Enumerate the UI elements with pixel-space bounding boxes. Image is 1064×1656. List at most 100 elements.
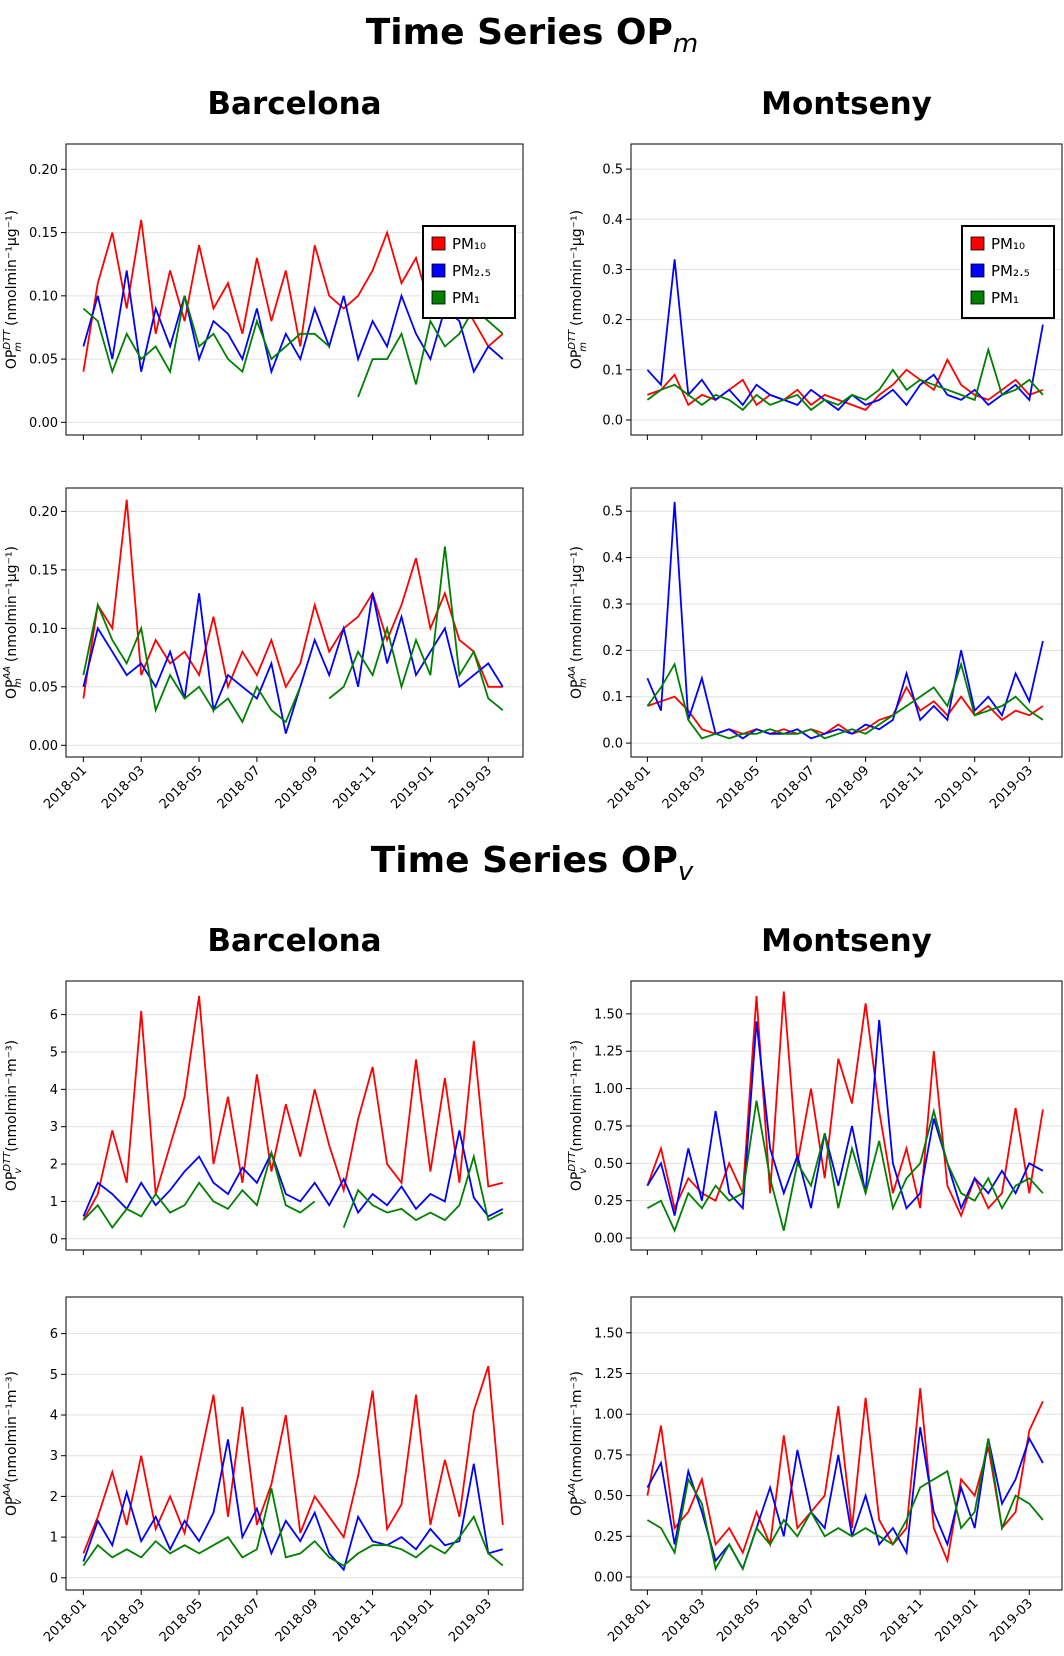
legend-swatch [431,236,446,251]
x-tick-label: 2018-05 [714,1596,763,1645]
x-tick-label: 2018-09 [273,763,322,812]
y-tick-label: 1.25 [594,1045,623,1060]
y-tick-label: 0.5 [602,163,623,178]
y-label-sup: DTT [567,329,578,350]
series-line [82,1130,504,1218]
y-tick-label: 2 [50,1490,58,1505]
y-tick-label: 0.3 [602,597,623,612]
x-tick-label: 2018-09 [823,1596,872,1645]
plot-frame [65,143,524,436]
series-line [646,1427,1044,1572]
y-tick-label: 0.00 [594,1570,623,1585]
y-tick-label: 0.20 [29,163,58,178]
y-axis-label: OPAAv (nmolmin⁻¹m⁻³) [567,1371,589,1516]
y-tick-label: 1 [50,1195,58,1210]
y-label-unit: (nmolmin⁻¹µg⁻¹) [4,546,20,662]
y-tick-label: 0 [50,1571,58,1586]
y-tick-label: 0.00 [594,1232,623,1247]
y-axis-label: OPDTTm (nmolmin⁻¹µg⁻¹) [2,210,24,369]
series-line [646,1100,1044,1233]
y-tick-label: 0.20 [29,505,58,520]
legend-swatch [970,236,985,251]
x-tick-label: 2019-01 [388,763,437,812]
x-tick-label: 2019-03 [987,763,1036,812]
panel-title: Montseny [761,86,932,122]
legend-label: PM₁₀ [991,235,1025,253]
y-label-sup: AA [2,666,13,681]
y-tick-label: 0.75 [594,1119,623,1134]
y-label-unit: (nmolmin⁻¹m⁻³) [569,1371,585,1483]
legend-label: PM₁ [452,289,480,307]
y-tick-label: 1 [50,1531,58,1546]
x-tick-label: 2019-03 [987,1596,1036,1645]
y-tick-label: 0.50 [594,1157,623,1172]
y-tick-label: 0 [50,1232,58,1247]
y-axis-label: OPAAm (nmolmin⁻¹µg⁻¹) [2,546,24,699]
panel-title: Barcelona [207,923,381,959]
series-line [646,1438,1044,1572]
y-tick-label: 0.2 [602,644,623,659]
y-tick-label: 1.00 [594,1408,623,1423]
section-title-sub: m [673,29,698,59]
y-tick-label: 0.05 [29,680,58,695]
y-label-sub: m [13,678,24,688]
x-tick-label: 2018-11 [330,1596,379,1645]
x-tick-label: 2019-03 [446,1596,495,1645]
y-tick-label: 0.25 [594,1194,623,1209]
x-tick-label: 2018-01 [605,763,654,812]
y-label-sup: DTT [2,1151,13,1172]
x-tick-label: 2018-11 [878,1596,927,1645]
y-label-sub: m [578,342,589,352]
y-tick-label: 1.25 [594,1367,623,1382]
y-label-main: OP [569,1172,585,1191]
y-axis-label: OPDTTv (nmolmin⁻¹m⁻³) [567,1040,589,1191]
plot-frame [65,487,524,758]
series-line [82,1365,504,1554]
y-label-unit: (nmolmin⁻¹µg⁻¹) [569,546,585,662]
section-title-sub: v [678,857,694,887]
y-label-sub: v [13,1498,24,1505]
y-label-sub: v [578,1498,589,1505]
y-label-unit: (nmolmin⁻¹m⁻³) [4,1040,20,1152]
y-tick-label: 6 [50,1327,58,1342]
y-tick-label: 4 [50,1409,58,1424]
plot-frame [65,1296,524,1591]
x-tick-label: 2018-11 [878,763,927,812]
y-tick-label: 0.00 [29,739,58,754]
x-tick-label: 2018-09 [273,1596,322,1645]
y-tick-label: 0.10 [29,622,58,637]
legend-label: PM₂.₅ [991,262,1030,280]
x-tick-label: 2018-01 [41,763,90,812]
y-tick-label: 5 [50,1045,58,1060]
legend-label: PM₂.₅ [452,262,491,280]
y-label-sup: AA [2,1483,13,1498]
y-axis-label: OPAAm (nmolmin⁻¹µg⁻¹) [567,546,589,699]
section-title: Time Series OPm [366,12,699,59]
x-tick-label: 2018-03 [99,1596,148,1645]
series-line [82,1149,504,1230]
x-tick-label: 2018-05 [157,763,206,812]
y-tick-label: 0.15 [29,563,58,578]
x-tick-label: 2018-09 [823,763,872,812]
x-tick-label: 2018-05 [157,1596,206,1645]
x-tick-label: 2018-05 [714,763,763,812]
y-label-main: OP [569,350,585,369]
y-tick-label: 0.10 [29,289,58,304]
y-tick-label: 0.15 [29,226,58,241]
legend-label: PM₁₀ [452,235,486,253]
y-label-main: OP [4,680,20,699]
x-tick-label: 2018-07 [769,763,818,812]
y-label-unit: (nmolmin⁻¹µg⁻¹) [4,210,20,326]
series-line [646,991,1044,1218]
panel: Montseny 0.0 0.1 0.2 0.3 0.4 0.5 OPDTTm (nmolmin… [567,86,1063,440]
series-line [82,1488,504,1567]
x-tick-label: 2019-01 [933,763,982,812]
y-tick-label: 0.4 [602,551,623,566]
y-tick-label: 0.75 [594,1448,623,1463]
series-line [646,346,1044,412]
section-title: Time Series OPv [371,840,694,887]
y-label-main: OP [4,350,20,369]
